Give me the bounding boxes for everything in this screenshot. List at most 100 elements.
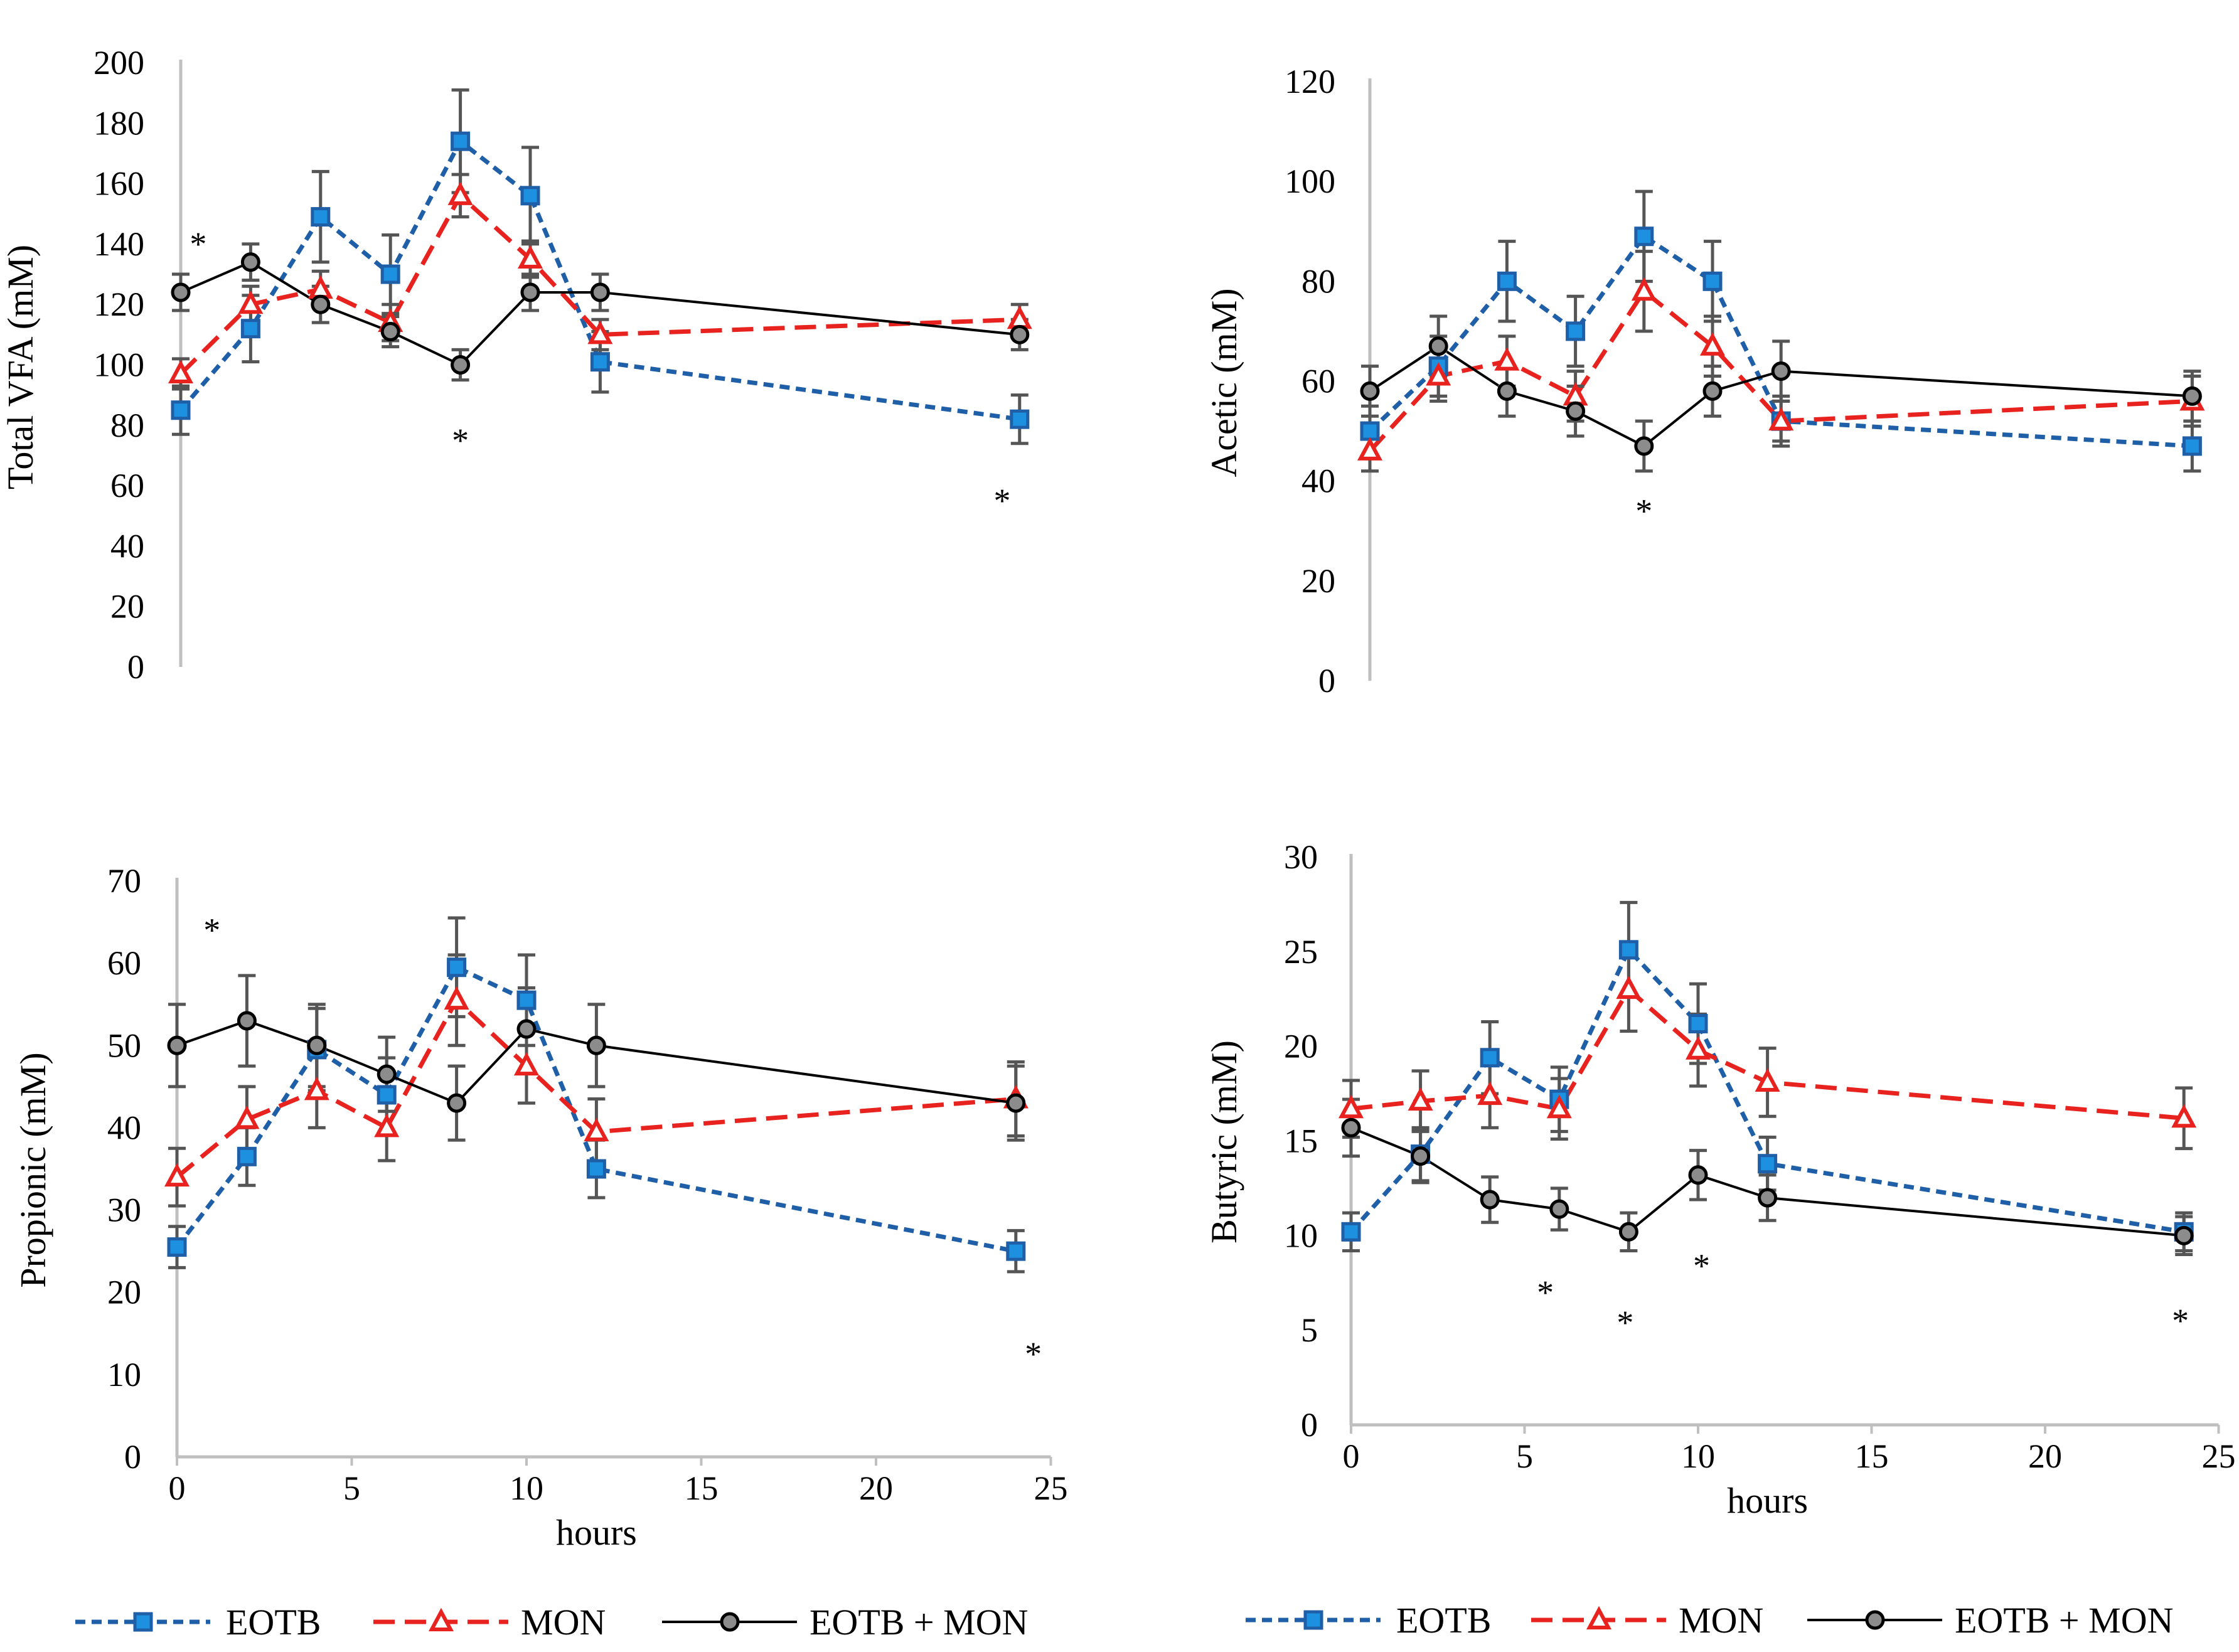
data-point-eotb-mon: [520, 282, 540, 302]
legend-item: EOTB: [75, 1602, 321, 1643]
x-tick-label: 10: [510, 1469, 543, 1507]
series-line-eotb-mon: [176, 1019, 1017, 1105]
y-tick-label: 30: [107, 1191, 141, 1229]
y-tick-label: 20: [107, 1274, 141, 1311]
data-point-eotb-mon: [380, 322, 400, 342]
data-point-mon: [1494, 347, 1520, 371]
data-point-mon: [1338, 1094, 1364, 1119]
y-tick-label: 0: [1318, 662, 1335, 700]
y-tick-label: 60: [1301, 363, 1335, 400]
y-tick-label: 50: [107, 1026, 141, 1064]
data-point-eotb-mon: [1497, 381, 1517, 401]
y-tick-label: 40: [110, 527, 144, 565]
y-tick-label: 25: [1284, 933, 1318, 971]
legend-label: EOTB + MON: [1955, 1600, 2173, 1641]
data-point-eotb-mon: [377, 1064, 397, 1084]
data-point-eotb: [586, 1159, 606, 1179]
y-tick-label: 140: [94, 225, 144, 263]
data-point-mon: [168, 360, 194, 383]
series-line-eotb: [179, 139, 1020, 422]
data-point-eotb-mon: [447, 1093, 467, 1113]
data-point-mon: [1768, 407, 1794, 431]
data-point-mon: [1546, 1094, 1572, 1119]
y-tick-label: 0: [1301, 1406, 1318, 1444]
data-point-eotb: [1497, 271, 1517, 291]
data-point-eotb: [520, 186, 540, 206]
data-point-eotb-mon: [1634, 436, 1654, 456]
data-point-eotb: [1618, 940, 1638, 960]
legend-left: EOTB MON EOTB + MON: [75, 1602, 1028, 1643]
series-line-mon: [175, 998, 1017, 1179]
legend-label: MON: [1679, 1600, 1763, 1641]
series-line-eotb: [175, 965, 1017, 1254]
data-point-eotb: [1634, 226, 1654, 247]
significance-star: *: [1616, 1304, 1633, 1341]
data-point-eotb: [590, 352, 610, 372]
legend-label: EOTB + MON: [810, 1602, 1028, 1643]
y-tick-label: 60: [110, 467, 144, 504]
data-point-eotb-mon: [1618, 1222, 1638, 1242]
data-point-eotb-mon: [237, 1011, 257, 1031]
series-line-eotb-mon: [1369, 344, 2193, 447]
y-tick-label: 10: [107, 1356, 141, 1394]
y-tick-label: 20: [110, 588, 144, 626]
data-point-eotb-mon: [167, 1035, 187, 1055]
y-axis-title: Total VFA (mM): [0, 245, 41, 489]
data-point-eotb-mon: [2174, 1225, 2194, 1245]
series-line-mon: [1368, 289, 2193, 453]
y-axis-title: Acetic (mM): [1204, 288, 1244, 477]
y-tick-label: 0: [127, 648, 144, 686]
data-point-mon: [307, 275, 333, 299]
data-point-eotb-mon: [590, 282, 610, 302]
data-point-eotb: [1480, 1048, 1500, 1068]
y-tick-label: 70: [107, 862, 141, 900]
x-tick-label: 15: [685, 1469, 719, 1507]
data-point-eotb: [1360, 421, 1380, 441]
data-point-mon: [1699, 332, 1726, 356]
data-point-eotb: [380, 264, 400, 284]
data-point-mon: [1007, 305, 1032, 329]
data-point-eotb: [377, 1085, 397, 1105]
y-tick-label: 100: [94, 346, 144, 384]
significance-star: *: [452, 422, 469, 459]
series-line-eotb-mon: [1350, 1126, 2184, 1237]
legend-marker: [133, 1612, 153, 1632]
data-point-eotb: [237, 1146, 257, 1166]
x-tick-label: 5: [343, 1469, 360, 1507]
data-point-mon: [1755, 1068, 1780, 1092]
data-point-eotb-mon: [1360, 381, 1380, 401]
x-tick-label: 10: [1681, 1437, 1715, 1475]
significance-star: *: [190, 225, 206, 263]
y-tick-label: 10: [1284, 1217, 1318, 1254]
chart-total-vfa: 0 20 40 60 80 100 120 140 160 180 200 Total VFA (mM…: [0, 44, 1032, 686]
data-point-mon: [447, 181, 473, 205]
data-point-eotb: [240, 319, 260, 339]
x-tick-label: 5: [1516, 1437, 1533, 1475]
significance-star: *: [993, 482, 1010, 520]
legend-label: EOTB: [226, 1602, 321, 1643]
chart-butyric: 0 5 10 15 20 25 0 5 10 15 20 25 30 Butyric (mM) hours *…: [1204, 838, 2236, 1521]
y-tick-label: 5: [1301, 1311, 1318, 1349]
series-line-mon: [179, 193, 1020, 376]
y-tick-label: 0: [124, 1438, 141, 1476]
data-point-eotb-mon: [1549, 1199, 1569, 1219]
series-line-eotb-mon: [180, 260, 1020, 366]
y-tick-label: 80: [1301, 262, 1335, 300]
y-tick-label: 40: [1301, 462, 1335, 500]
y-tick-label: 60: [107, 944, 141, 982]
data-point-mon: [238, 290, 264, 314]
series-line-mon: [1350, 987, 2184, 1121]
data-point-eotb: [171, 400, 191, 420]
data-point-eotb: [451, 131, 471, 151]
data-point-mon: [304, 1077, 329, 1100]
x-tick-label: 25: [2202, 1437, 2236, 1475]
data-point-eotb-mon: [307, 1035, 327, 1055]
data-point-eotb-mon: [1566, 401, 1586, 421]
data-point-mon: [1426, 362, 1451, 386]
data-point-eotb-mon: [1771, 361, 1791, 381]
data-point-eotb-mon: [1480, 1190, 1500, 1210]
y-tick-label: 160: [94, 165, 144, 203]
data-point-eotb-mon: [240, 252, 260, 272]
data-point-eotb-mon: [1688, 1165, 1708, 1185]
data-point-eotb: [311, 207, 331, 227]
